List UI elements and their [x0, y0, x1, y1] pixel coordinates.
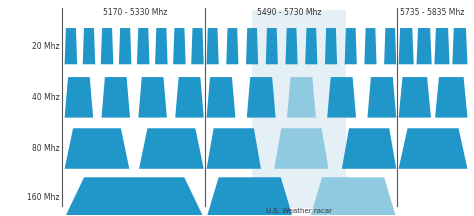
Polygon shape — [384, 28, 396, 64]
Polygon shape — [342, 128, 396, 169]
Polygon shape — [207, 128, 261, 169]
Polygon shape — [399, 77, 431, 118]
Polygon shape — [64, 177, 204, 216]
Polygon shape — [226, 28, 238, 64]
Polygon shape — [367, 77, 396, 118]
Polygon shape — [345, 28, 357, 64]
Polygon shape — [399, 128, 467, 169]
Polygon shape — [139, 128, 204, 169]
Polygon shape — [101, 77, 130, 118]
Text: 40 Mhz: 40 Mhz — [32, 93, 60, 102]
Polygon shape — [64, 128, 129, 169]
Polygon shape — [435, 77, 467, 118]
Polygon shape — [285, 28, 298, 64]
Polygon shape — [82, 28, 95, 64]
Polygon shape — [101, 28, 113, 64]
Polygon shape — [274, 128, 328, 169]
Polygon shape — [138, 77, 167, 118]
Polygon shape — [246, 28, 258, 64]
Polygon shape — [365, 28, 376, 64]
Polygon shape — [191, 28, 204, 64]
Polygon shape — [137, 28, 149, 64]
Polygon shape — [247, 77, 275, 118]
Text: 80 Mhz: 80 Mhz — [32, 144, 60, 153]
Text: 5490 - 5730 Mhz: 5490 - 5730 Mhz — [257, 8, 322, 17]
Polygon shape — [327, 77, 356, 118]
Text: 160 Mhz: 160 Mhz — [27, 193, 60, 202]
Polygon shape — [417, 28, 432, 64]
Text: U.S. Weather racar: U.S. Weather racar — [266, 208, 332, 214]
Text: 5735 - 5835 Mhz: 5735 - 5835 Mhz — [400, 8, 465, 17]
Polygon shape — [175, 77, 204, 118]
Polygon shape — [305, 28, 318, 64]
Polygon shape — [452, 28, 467, 64]
Bar — [252, 10, 346, 208]
Polygon shape — [173, 28, 186, 64]
Polygon shape — [287, 77, 316, 118]
Polygon shape — [325, 28, 337, 64]
Text: 5170 - 5330 Mhz: 5170 - 5330 Mhz — [103, 8, 167, 17]
Polygon shape — [310, 177, 396, 216]
Polygon shape — [399, 28, 414, 64]
Polygon shape — [434, 28, 449, 64]
Polygon shape — [119, 28, 131, 64]
Polygon shape — [266, 28, 278, 64]
Polygon shape — [207, 77, 236, 118]
Polygon shape — [155, 28, 168, 64]
Polygon shape — [207, 177, 293, 216]
Polygon shape — [64, 28, 77, 64]
Polygon shape — [207, 28, 219, 64]
Text: 20 Mhz: 20 Mhz — [32, 42, 60, 51]
Polygon shape — [64, 77, 93, 118]
